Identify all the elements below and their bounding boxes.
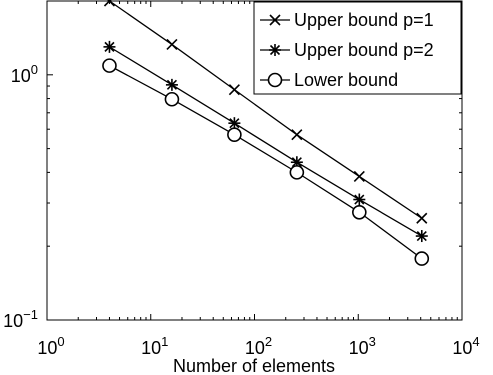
data-point (228, 84, 240, 96)
legend-label: Upper bound p=1 (294, 10, 434, 30)
x-tick-label: 104 (452, 334, 479, 358)
asterisk-marker-stroke (354, 194, 365, 205)
y-tick-labels: 10−1 100 (3, 62, 38, 331)
data-point (164, 91, 180, 107)
x-marker-stroke (353, 170, 365, 183)
series-layer (102, 0, 430, 266)
legend-marker (269, 14, 281, 26)
legend: Upper bound p=1 Upper bound p=2 Lower boun… (253, 1, 462, 95)
series-line (109, 65, 423, 260)
asterisk-marker-stroke (416, 230, 427, 242)
legend-entry: Upper bound p=1 (260, 10, 434, 30)
x-tick-labels: 100 101 102 103 104 (37, 334, 479, 358)
x-marker-stroke (228, 84, 240, 96)
x-tick-label: 100 (37, 334, 64, 358)
x-marker-stroke (269, 14, 281, 26)
x-axis-label: Number of elements (173, 356, 335, 375)
circle-marker-shape (267, 72, 283, 88)
circle-marker-shape (227, 127, 242, 142)
circle-marker-shape (164, 91, 180, 107)
series-line (109, 0, 423, 219)
data-point (352, 204, 367, 220)
asterisk-marker-stroke (291, 157, 302, 168)
data-point (416, 212, 428, 224)
data-point (228, 117, 241, 130)
data-point (102, 58, 117, 73)
data-point (227, 127, 242, 142)
data-point (103, 40, 116, 53)
asterisk-marker-stroke (269, 44, 281, 56)
circle-marker-shape (102, 58, 117, 73)
asterisk-marker-stroke (166, 79, 177, 90)
x-marker-stroke (166, 38, 178, 51)
y-tick-label: 10−1 (3, 307, 38, 331)
x-marker-stroke (416, 212, 428, 224)
data-point (166, 38, 178, 51)
series-3 (102, 58, 430, 266)
series-line (109, 46, 423, 237)
y-tick-label: 100 (11, 62, 38, 86)
legend-label: Upper bound p=2 (294, 40, 434, 60)
legend-box (253, 1, 462, 95)
x-tick-label: 102 (245, 334, 272, 358)
x-marker-stroke (291, 129, 303, 141)
data-point (165, 78, 178, 91)
data-point (289, 165, 305, 180)
data-point (415, 230, 428, 243)
x-tick-label: 101 (141, 334, 168, 358)
circle-marker-shape (352, 204, 367, 220)
data-point (291, 129, 303, 141)
series-1 (103, 0, 428, 224)
legend-marker (267, 72, 283, 88)
data-point (414, 251, 430, 266)
series-2 (103, 40, 428, 243)
legend-marker (269, 44, 281, 56)
asterisk-marker-stroke (229, 118, 240, 129)
circle-marker-shape (289, 165, 305, 180)
x-tick-label: 103 (349, 334, 376, 358)
data-point (353, 193, 366, 206)
data-point (103, 0, 116, 7)
data-point (353, 170, 365, 183)
legend-entry: Lower bound (260, 70, 398, 90)
x-marker-stroke (103, 0, 112, 7)
legend-entry: Upper bound p=2 (260, 40, 434, 60)
circle-marker-shape (414, 251, 430, 266)
asterisk-marker-stroke (104, 41, 115, 52)
legend-label: Lower bound (294, 70, 398, 90)
